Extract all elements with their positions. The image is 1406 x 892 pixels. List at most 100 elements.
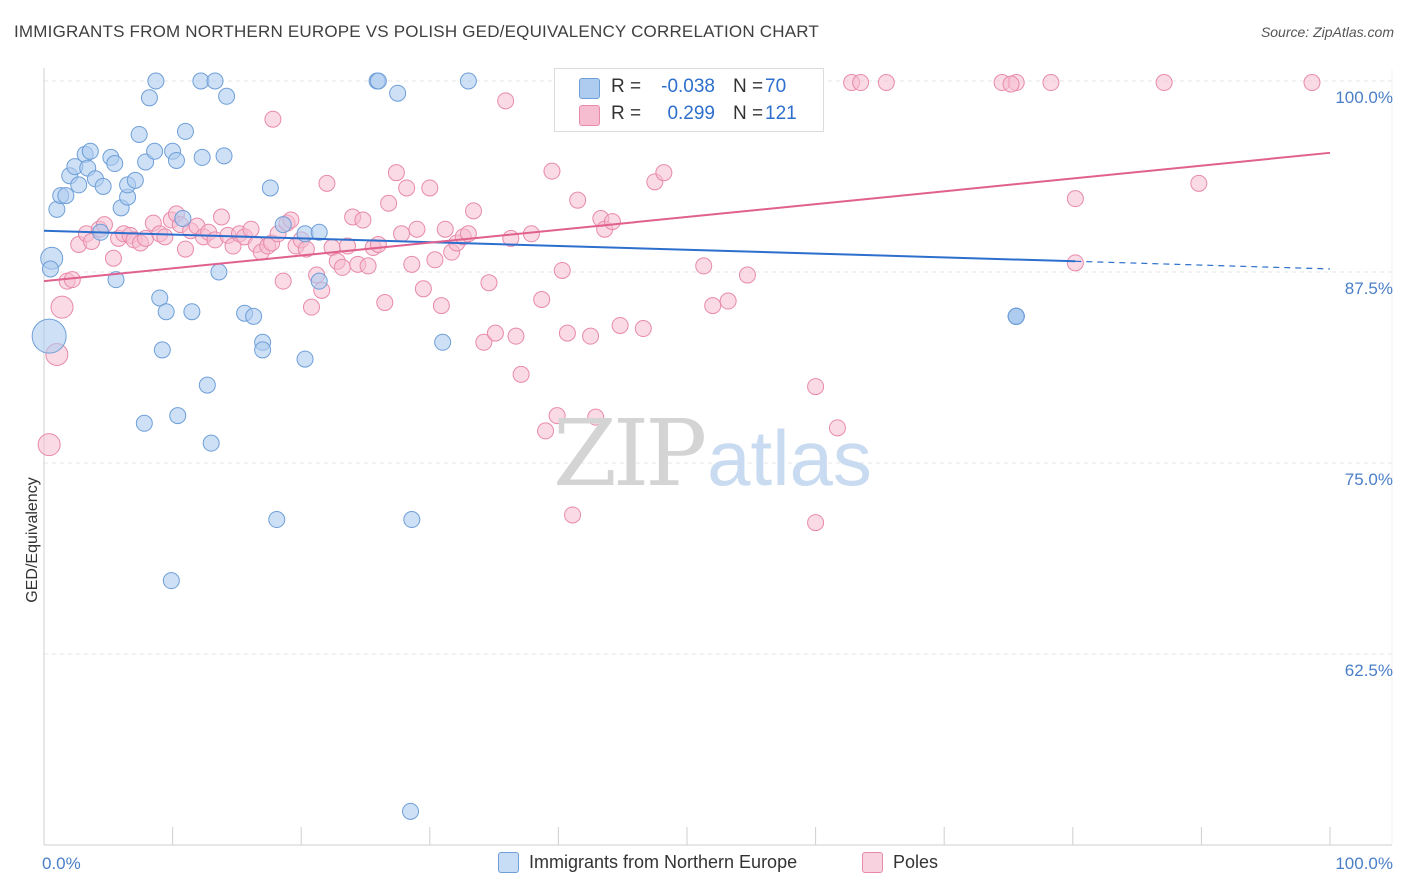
northern-europe-point — [389, 84, 407, 102]
northern-europe-point — [402, 802, 420, 820]
northern-europe-points — [31, 72, 1025, 820]
bottom-legend-swatch-pink — [862, 852, 883, 873]
northern-europe-point — [210, 263, 228, 281]
northern-europe-point — [459, 72, 477, 90]
northern-europe-point — [218, 87, 236, 105]
northern-europe-point — [151, 289, 169, 307]
bottom-legend-swatch-blue — [498, 852, 519, 873]
northern-europe-point — [157, 303, 175, 321]
northern-europe-point — [31, 318, 67, 354]
poles-point — [50, 295, 74, 319]
northern-europe-point — [310, 223, 328, 241]
northern-europe-point — [130, 125, 148, 143]
northern-europe-point — [198, 376, 216, 394]
poles-point — [1303, 74, 1321, 92]
watermark: ZIPatlas — [553, 400, 872, 507]
northern-europe-point — [183, 303, 201, 321]
poles-point — [369, 235, 387, 253]
poles-point — [486, 324, 504, 342]
poles-point — [1155, 74, 1173, 92]
northern-europe-point — [434, 333, 452, 351]
trend-lines — [43, 151, 1331, 283]
northern-europe-point — [107, 271, 125, 289]
northern-europe-point — [106, 155, 124, 173]
northern-europe-point — [202, 434, 220, 452]
northern-europe-point — [403, 511, 421, 529]
poles-trend-line — [43, 151, 1331, 283]
legend-r-value: 0.299 — [667, 103, 715, 124]
poles-point — [274, 272, 292, 290]
poles-point — [537, 422, 555, 440]
poles-point — [738, 266, 756, 284]
watermark-atlas: atlas — [707, 414, 872, 502]
poles-point — [582, 327, 600, 345]
watermark-zip: ZIP — [553, 400, 707, 507]
poles-point — [398, 179, 416, 197]
poles-point — [1066, 190, 1084, 208]
poles-point — [354, 211, 372, 229]
northern-europe-point — [310, 272, 328, 290]
poles-point — [587, 408, 605, 426]
poles-point — [156, 228, 174, 246]
northern-europe-point — [254, 341, 272, 359]
legend-n-value: 121 — [765, 103, 797, 124]
poles-point — [376, 294, 394, 312]
y-tick-label: 100.0% — [1335, 88, 1393, 107]
poles-point — [828, 419, 846, 437]
northern-europe-point — [193, 148, 211, 166]
poles-point — [421, 179, 439, 197]
poles-point — [1002, 75, 1020, 93]
bottom-legend-label: Poles — [893, 852, 939, 872]
northern-europe-point — [169, 407, 187, 425]
legend-row-poles: R = 0.299 N = 121 — [555, 100, 823, 128]
poles-point — [212, 208, 230, 226]
poles-point — [543, 162, 561, 180]
y-tick-label: 87.5% — [1345, 279, 1393, 298]
legend-swatch-blue — [579, 78, 600, 99]
poles-point — [465, 202, 483, 220]
northern-europe-point — [176, 122, 194, 140]
northern-europe-point — [135, 414, 153, 432]
northern-europe-point — [268, 511, 286, 529]
poles-point — [359, 257, 377, 275]
source-label: Source: ZipAtlas.com — [1260, 24, 1394, 40]
northern-europe-point — [274, 216, 292, 234]
poles-point — [426, 251, 444, 269]
northern-europe-point — [1007, 307, 1025, 325]
northern-europe-point — [81, 142, 99, 160]
northern-europe-point — [206, 72, 224, 90]
poles-point — [807, 378, 825, 396]
poles-point — [558, 324, 576, 342]
northern-europe-point — [369, 72, 387, 90]
poles-point — [507, 327, 525, 345]
poles-point — [432, 297, 450, 315]
northern-europe-point — [261, 179, 279, 197]
legend-r-label: R = — [611, 103, 642, 124]
northern-europe-point — [153, 341, 171, 359]
poles-point — [1190, 174, 1208, 192]
poles-point — [393, 225, 411, 243]
poles-point — [603, 213, 621, 231]
northern-europe-point — [70, 176, 88, 194]
poles-point — [852, 74, 870, 92]
poles-point — [533, 291, 551, 309]
poles-point — [877, 74, 895, 92]
northern-europe-trend-extension — [1075, 260, 1331, 270]
poles-point — [634, 320, 652, 338]
poles-point — [403, 255, 421, 273]
poles-point — [104, 249, 122, 267]
bottom-legend-label: Immigrants from Northern Europe — [529, 852, 798, 872]
legend-row-northern-europe: R = -0.038 N = 70 — [555, 73, 823, 101]
poles-point — [512, 365, 530, 383]
northern-europe-trend-line — [43, 229, 1076, 263]
legend-swatch-pink — [579, 105, 600, 126]
northern-europe-point — [192, 72, 210, 90]
axes — [43, 68, 1392, 846]
northern-europe-point — [245, 307, 263, 325]
poles-point — [569, 191, 587, 209]
x-tick-label: 0.0% — [42, 854, 81, 873]
poles-point — [176, 240, 194, 258]
northern-europe-point — [94, 177, 112, 195]
poles-point — [414, 280, 432, 298]
correlation-legend: R = -0.038 N = 70 R = 0.299 N = 121 — [554, 68, 824, 132]
